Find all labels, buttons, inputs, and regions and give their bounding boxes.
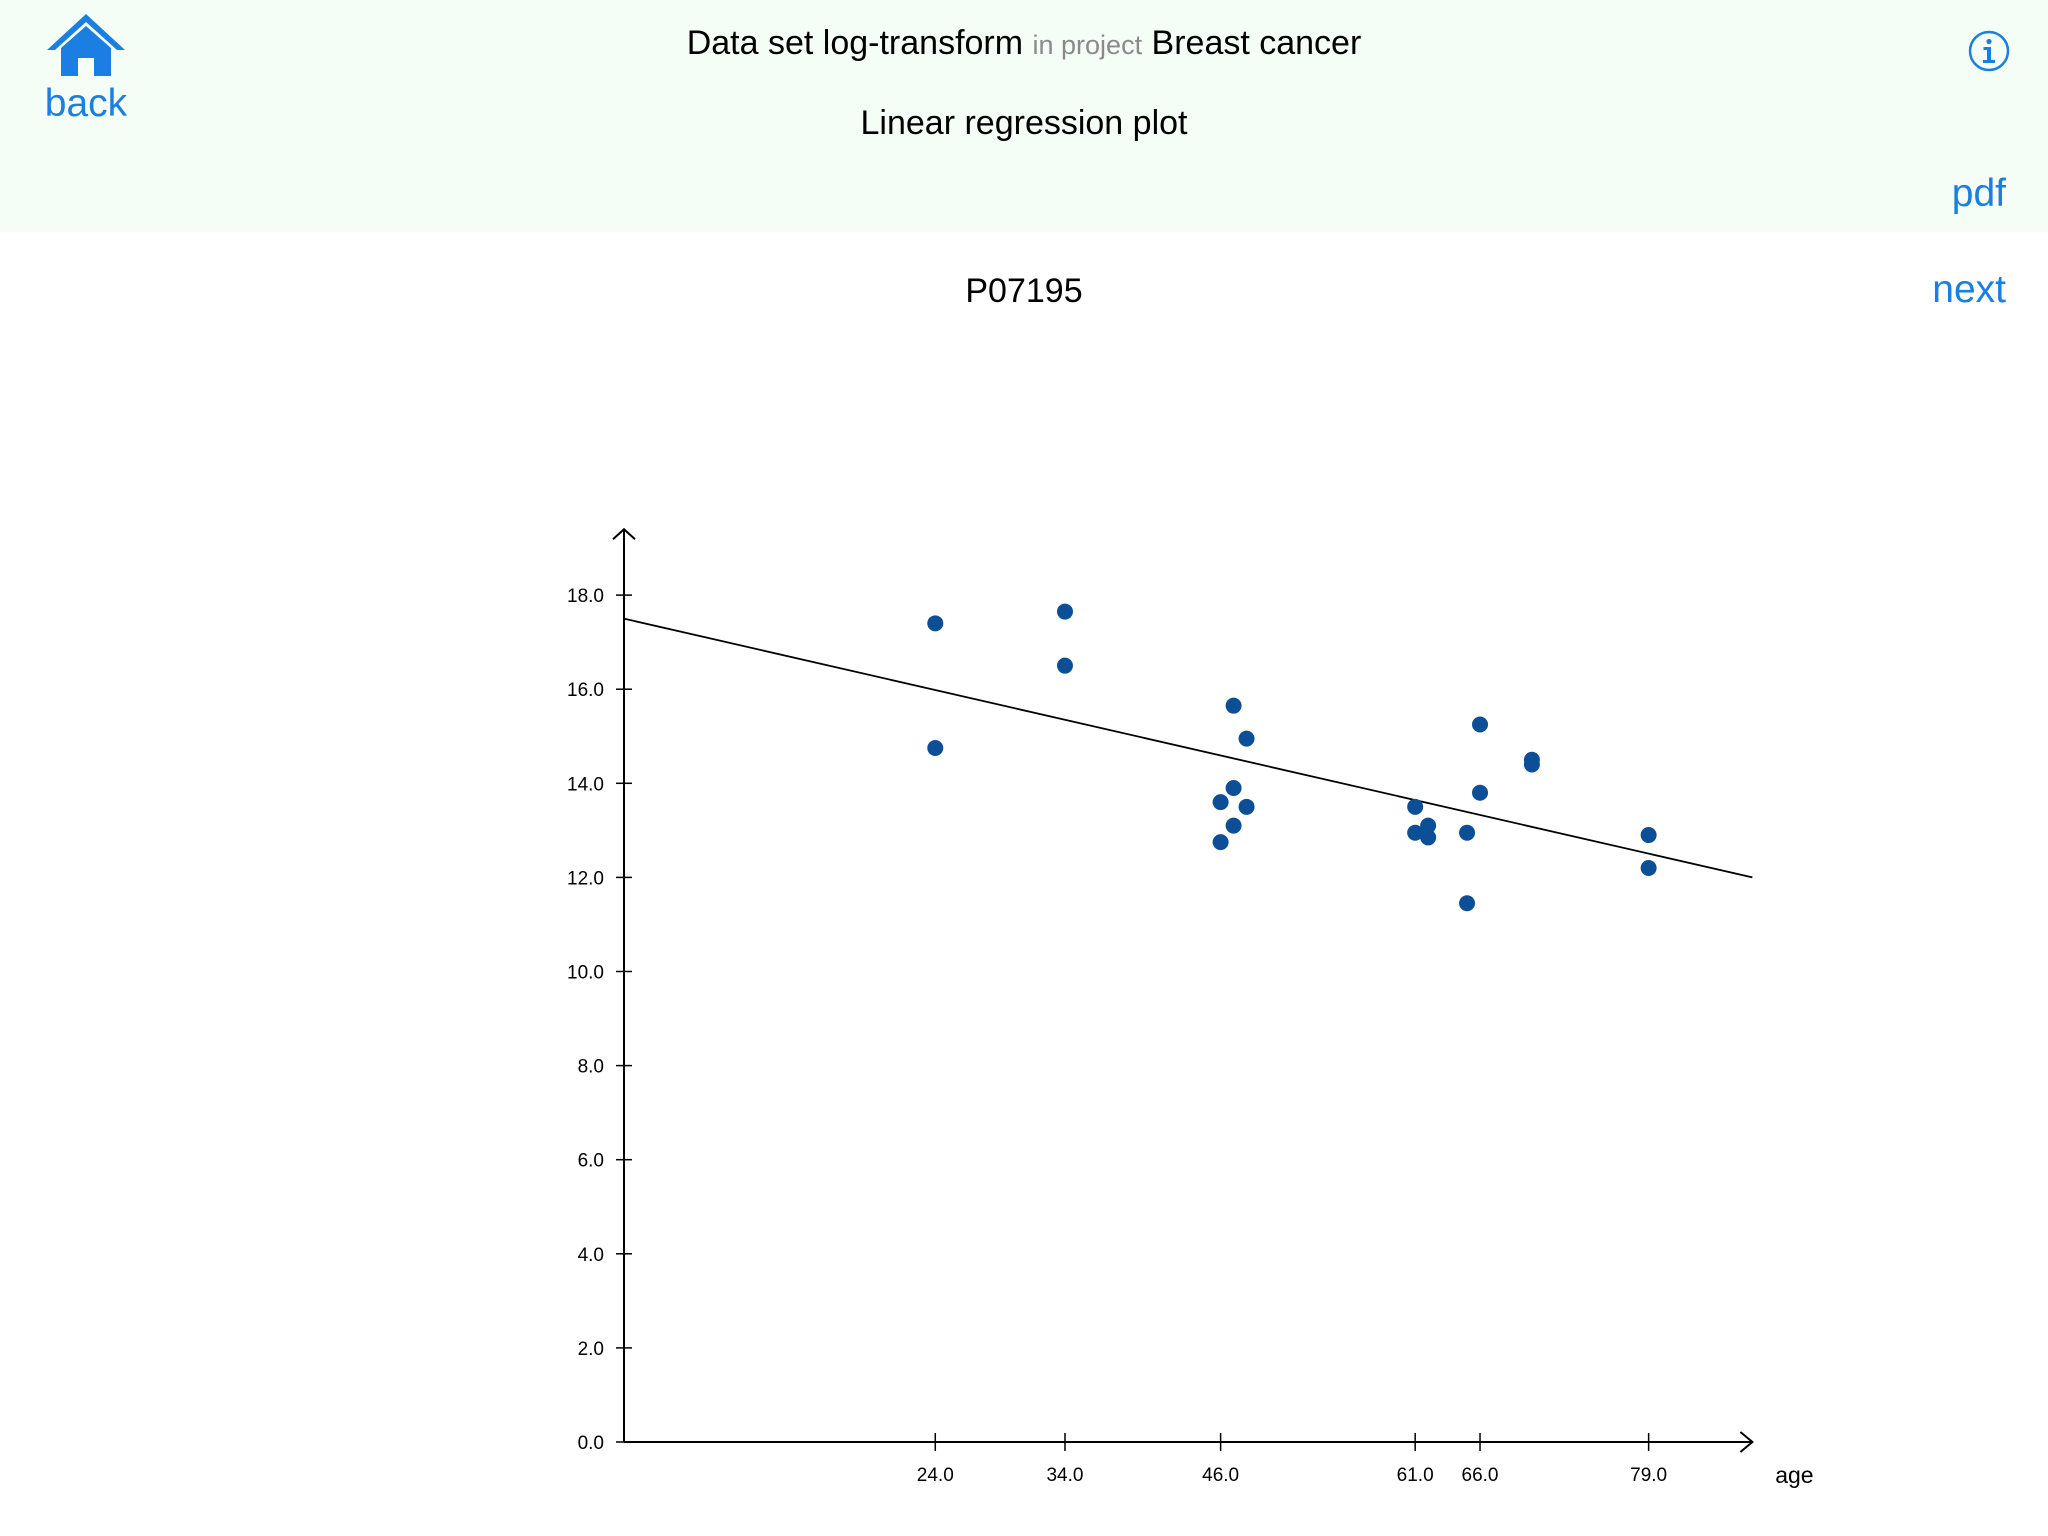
- y-tick-label: 14.0: [567, 774, 604, 795]
- y-tick-label: 4.0: [578, 1245, 604, 1266]
- x-tick-label: 46.0: [1202, 1465, 1239, 1486]
- next-button[interactable]: next: [1932, 268, 2006, 311]
- data-point: [1420, 817, 1437, 834]
- data-point: [1225, 697, 1242, 714]
- data-point: [1459, 824, 1476, 841]
- project-name: Breast cancer: [1151, 24, 1362, 62]
- data-point: [1459, 895, 1476, 912]
- data-point: [1212, 794, 1229, 811]
- data-point: [1225, 817, 1242, 834]
- y-tick-label: 6.0: [578, 1151, 604, 1172]
- data-point: [1420, 829, 1437, 846]
- back-button[interactable]: back: [36, 12, 136, 126]
- x-tick-label: 66.0: [1462, 1465, 1499, 1486]
- regression-line: [623, 617, 1753, 879]
- data-point: [1056, 603, 1073, 620]
- top-bar: back Data set log-transform in project B…: [0, 0, 2048, 232]
- data-point: [1523, 756, 1540, 773]
- y-tick-label: 16.0: [567, 680, 604, 701]
- x-axis-arrow: [1739, 1431, 1754, 1453]
- y-tick-label: 8.0: [578, 1057, 604, 1078]
- y-tick-label: 10.0: [567, 963, 604, 984]
- info-icon[interactable]: [1968, 30, 2010, 72]
- page-subtitle: Linear regression plot: [860, 104, 1188, 142]
- data-point: [1640, 827, 1657, 844]
- dataset-name: log-transform: [822, 24, 1024, 62]
- pdf-button[interactable]: pdf: [1951, 172, 2006, 215]
- page-title: Data set log-transform in project Breast…: [0, 24, 2048, 63]
- data-point: [1472, 716, 1489, 733]
- y-tick-label: 0.0: [578, 1433, 604, 1454]
- data-point: [927, 615, 944, 632]
- x-tick-label: 79.0: [1630, 1465, 1667, 1486]
- data-point: [1472, 784, 1489, 801]
- x-axis-label: age: [1775, 1462, 1813, 1488]
- data-point: [1640, 859, 1657, 876]
- back-label: back: [44, 82, 128, 125]
- y-tick-label: 12.0: [567, 868, 604, 889]
- data-point: [1238, 798, 1255, 815]
- x-tick-label: 24.0: [917, 1465, 954, 1486]
- x-tick-label: 34.0: [1046, 1465, 1083, 1486]
- data-point: [1212, 834, 1229, 851]
- data-point: [1407, 824, 1424, 841]
- dataset-prefix: Data set: [686, 24, 814, 62]
- data-point: [1225, 780, 1242, 797]
- data-point: [927, 740, 944, 757]
- y-axis-arrow: [612, 527, 636, 540]
- y-tick-label: 2.0: [578, 1339, 604, 1360]
- home-icon: [47, 14, 125, 76]
- in-project-label: in project: [1032, 30, 1143, 60]
- y-tick-label: 18.0: [567, 586, 604, 607]
- data-point: [1407, 798, 1424, 815]
- data-point: [1238, 730, 1255, 747]
- chart-title: P07195: [965, 272, 1083, 310]
- x-tick-label: 61.0: [1397, 1465, 1434, 1486]
- data-point: [1056, 657, 1073, 674]
